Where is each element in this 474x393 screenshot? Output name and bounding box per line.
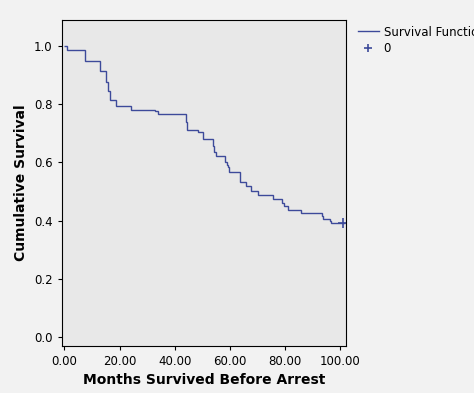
Legend: Survival Function, 0: Survival Function, 0: [357, 26, 474, 55]
X-axis label: Months Survived Before Arrest: Months Survived Before Arrest: [82, 373, 325, 387]
Y-axis label: Cumulative Survival: Cumulative Survival: [14, 105, 28, 261]
